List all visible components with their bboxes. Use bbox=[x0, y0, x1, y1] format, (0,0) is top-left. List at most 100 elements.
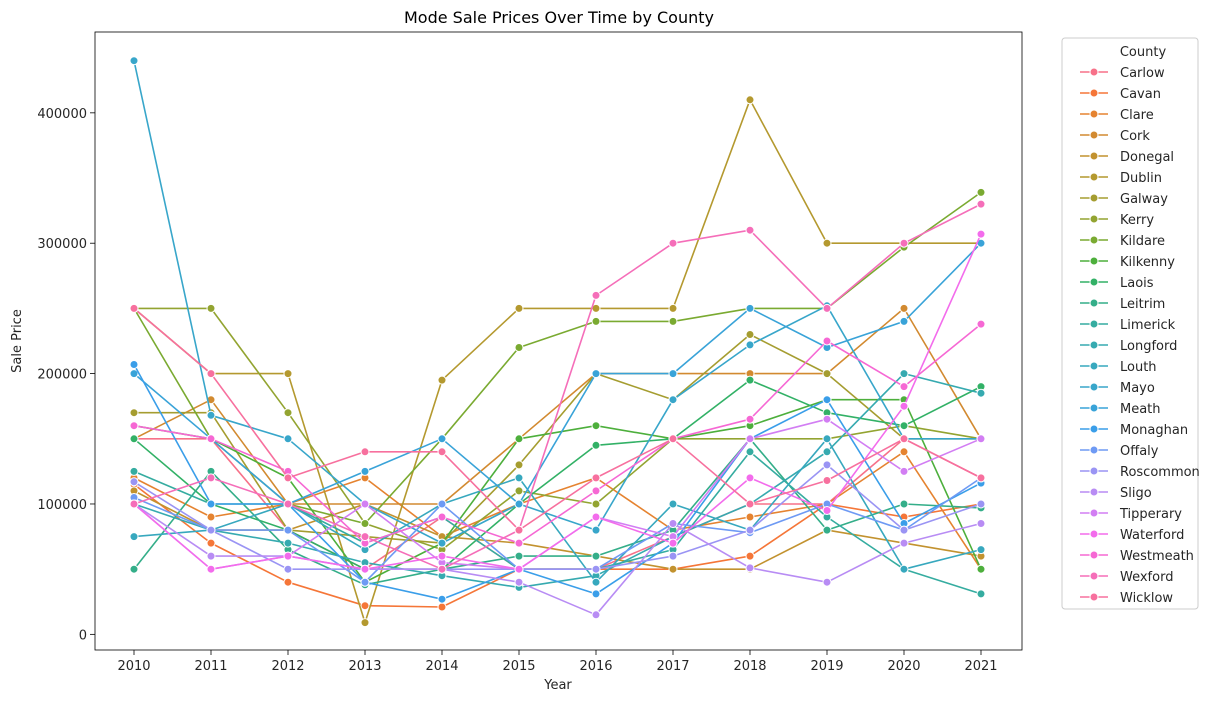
data-point bbox=[899, 316, 909, 326]
legend: County Carlow Cavan Clare Cork Donegal Dublin… bbox=[1061, 37, 1200, 610]
legend-label: Leitrim bbox=[1120, 297, 1165, 312]
series-line bbox=[133, 364, 982, 601]
legend-label: Waterford bbox=[1120, 528, 1184, 543]
legend-marker bbox=[1089, 235, 1099, 245]
data-point bbox=[976, 473, 986, 483]
legend-item: Monaghan bbox=[1080, 423, 1188, 438]
legend-marker bbox=[1089, 214, 1099, 224]
legend-item: Kerry bbox=[1080, 213, 1154, 228]
legend-label: Donegal bbox=[1120, 150, 1174, 165]
data-point bbox=[437, 499, 447, 509]
data-point bbox=[591, 316, 601, 326]
data-point bbox=[283, 408, 293, 418]
data-point bbox=[283, 538, 293, 548]
series-wexford bbox=[129, 199, 986, 574]
data-point bbox=[129, 56, 139, 66]
data-point bbox=[283, 473, 293, 483]
data-point bbox=[899, 538, 909, 548]
legend-item: Westmeath bbox=[1080, 549, 1194, 564]
legend-marker bbox=[1089, 361, 1099, 371]
legend-item: Louth bbox=[1080, 360, 1157, 375]
data-point bbox=[822, 369, 832, 379]
x-axis: 2010 2011 2012 2013 2014 2015 2016 2017 2018 2019… bbox=[117, 650, 998, 674]
legend-label: Kerry bbox=[1120, 213, 1154, 228]
legend-marker bbox=[1089, 109, 1099, 119]
data-point bbox=[514, 460, 524, 470]
data-point bbox=[283, 434, 293, 444]
data-point bbox=[745, 330, 755, 339]
series-line bbox=[133, 307, 982, 531]
series-line bbox=[133, 99, 981, 624]
data-point bbox=[129, 303, 139, 313]
data-point bbox=[745, 512, 755, 522]
data-point bbox=[591, 473, 601, 483]
data-point bbox=[822, 476, 832, 485]
data-point bbox=[437, 434, 447, 444]
data-point bbox=[206, 434, 216, 444]
data-point bbox=[129, 499, 139, 509]
y-tick-label: 400000 bbox=[37, 107, 87, 122]
data-point bbox=[668, 499, 678, 509]
data-point bbox=[360, 618, 370, 628]
legend-item: Roscommon bbox=[1080, 465, 1200, 480]
data-point bbox=[591, 369, 601, 379]
data-point bbox=[206, 564, 216, 574]
data-point bbox=[668, 238, 678, 248]
data-point bbox=[437, 375, 447, 385]
legend-marker bbox=[1089, 319, 1099, 329]
data-point bbox=[591, 486, 601, 496]
legend-marker bbox=[1089, 529, 1099, 539]
legend-label: Carlow bbox=[1120, 66, 1165, 81]
legend-label: Louth bbox=[1120, 360, 1157, 375]
data-point bbox=[437, 538, 447, 548]
y-tick-label: 200000 bbox=[37, 368, 87, 383]
data-point bbox=[591, 564, 601, 574]
data-point bbox=[206, 303, 216, 313]
legend-label: Meath bbox=[1120, 402, 1161, 417]
data-point bbox=[206, 512, 216, 522]
data-point bbox=[360, 519, 370, 528]
data-point bbox=[591, 577, 601, 587]
data-point bbox=[360, 532, 370, 542]
x-tick-label: 2019 bbox=[810, 659, 843, 674]
data-point bbox=[129, 532, 139, 542]
legend-item: Dublin bbox=[1080, 171, 1162, 186]
legend-item: Mayo bbox=[1080, 381, 1155, 396]
series-westmeath bbox=[129, 319, 986, 548]
data-point bbox=[822, 434, 832, 444]
data-point bbox=[899, 369, 909, 379]
data-point bbox=[514, 303, 524, 313]
legend-marker bbox=[1089, 340, 1099, 350]
legend-item: Donegal bbox=[1080, 150, 1174, 165]
legend-label: Limerick bbox=[1120, 318, 1176, 333]
data-point bbox=[129, 466, 139, 476]
data-point bbox=[976, 589, 986, 599]
series-line bbox=[133, 323, 982, 544]
legend-marker bbox=[1089, 130, 1099, 140]
legend-label: Dublin bbox=[1120, 171, 1162, 186]
data-point bbox=[360, 499, 370, 509]
data-point bbox=[745, 551, 755, 561]
legend-marker bbox=[1089, 487, 1099, 497]
data-point bbox=[822, 506, 832, 515]
series-line bbox=[134, 307, 982, 551]
legend-item: Leitrim bbox=[1080, 297, 1165, 312]
data-point bbox=[976, 499, 986, 509]
x-tick-label: 2017 bbox=[656, 659, 689, 674]
legend-item: Meath bbox=[1080, 402, 1161, 417]
data-point bbox=[514, 486, 524, 496]
series-line bbox=[133, 203, 982, 571]
data-point bbox=[591, 499, 601, 509]
legend-marker bbox=[1089, 403, 1099, 413]
data-point bbox=[591, 525, 601, 535]
legend-label: Longford bbox=[1120, 339, 1177, 354]
data-point bbox=[822, 414, 832, 424]
legend-label: Mayo bbox=[1120, 381, 1155, 396]
legend-marker bbox=[1089, 88, 1099, 98]
data-point bbox=[899, 447, 909, 457]
legend-label: Clare bbox=[1120, 108, 1154, 123]
legend-marker bbox=[1089, 193, 1099, 203]
series-line bbox=[133, 242, 982, 505]
data-point bbox=[976, 545, 986, 555]
data-point bbox=[822, 336, 832, 346]
